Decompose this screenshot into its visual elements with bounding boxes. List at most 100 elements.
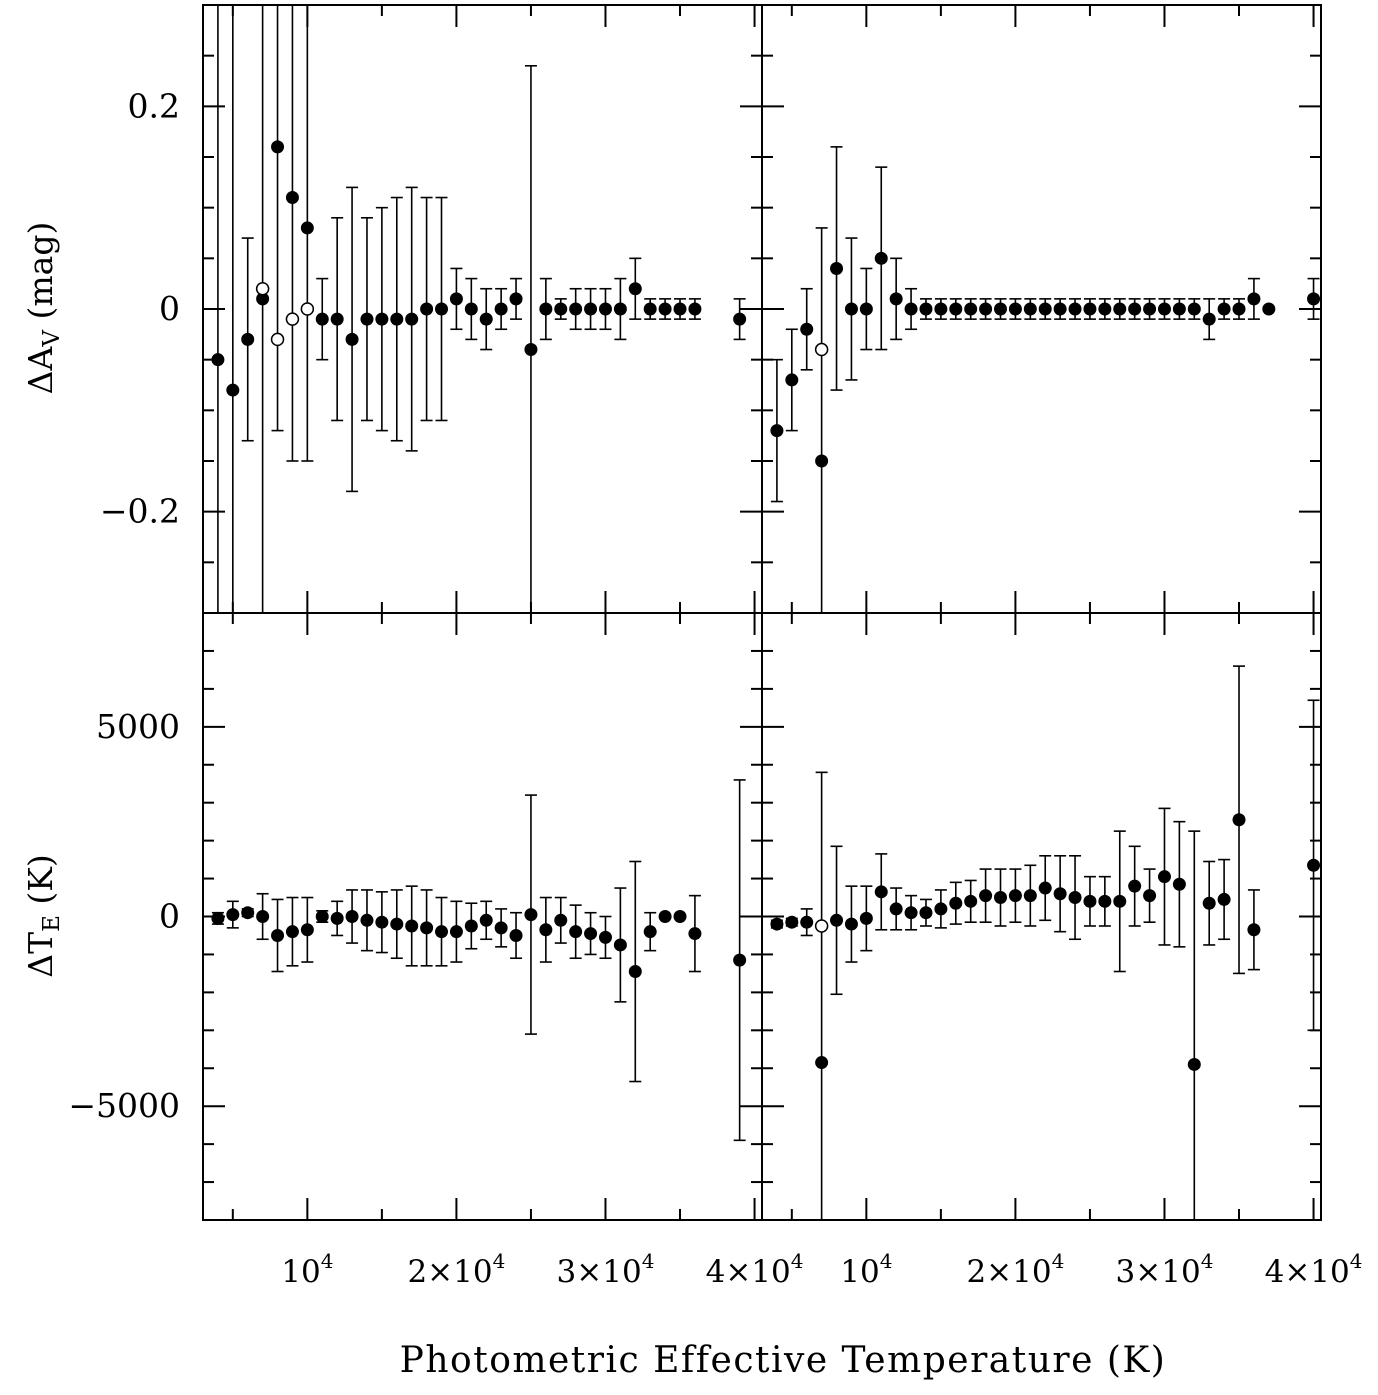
data-point <box>479 312 493 326</box>
panel-top-right <box>761 4 1322 614</box>
x-tick-label-exponent: 4 <box>493 1249 506 1273</box>
panel-top-left: −0.2 0 0.2 <box>100 4 763 614</box>
x-tick-label-mantissa: 2×10 <box>966 1254 1051 1290</box>
data-point <box>1083 302 1097 316</box>
y-tick-label: 5000 <box>96 707 180 746</box>
x-tick-label-mantissa: 3×10 <box>557 1254 642 1290</box>
data-point <box>889 292 903 306</box>
data-point <box>733 953 747 967</box>
data-points <box>770 146 1321 613</box>
x-tick-label-exponent: 4 <box>1201 1249 1214 1273</box>
data-point <box>211 911 225 925</box>
data-point <box>994 302 1008 316</box>
data-point <box>815 454 829 468</box>
data-point <box>420 302 434 316</box>
data-point <box>524 343 538 357</box>
data-point <box>1157 302 1171 316</box>
data-point <box>1023 889 1037 903</box>
data-point <box>330 911 344 925</box>
data-point-open <box>300 302 315 316</box>
data-point <box>360 913 374 927</box>
data-point <box>494 921 508 935</box>
data-point-open <box>270 332 285 347</box>
x-tick-label-exponent: 4 <box>1052 1249 1065 1273</box>
data-point <box>919 906 933 920</box>
data-point <box>904 302 918 316</box>
data-point <box>1068 302 1082 316</box>
data-point <box>949 302 963 316</box>
x-tick-label-mantissa: 2×10 <box>407 1254 492 1290</box>
data-point <box>830 913 844 927</box>
data-point <box>1008 889 1022 903</box>
data-point <box>1098 302 1112 316</box>
data-point <box>375 915 389 929</box>
y-axis-title-top-main: ΔA <box>21 345 60 394</box>
x-tick-label-mantissa: 4×10 <box>1265 1254 1350 1290</box>
data-point <box>874 251 888 265</box>
data-point <box>285 191 299 205</box>
data-point <box>1172 877 1186 891</box>
data-point <box>688 302 702 316</box>
y-tick-label: 0.2 <box>128 86 180 125</box>
data-point <box>1053 302 1067 316</box>
data-point <box>315 312 329 326</box>
data-point <box>934 302 948 316</box>
data-point <box>658 302 672 316</box>
data-point <box>904 906 918 920</box>
data-point <box>241 332 255 346</box>
y-tick-label: 0 <box>159 897 180 936</box>
data-point <box>405 312 419 326</box>
data-point <box>1232 302 1246 316</box>
y-tick-label: 0 <box>159 289 180 328</box>
data-point <box>554 302 568 316</box>
x-tick-label-mantissa: 10 <box>840 1254 879 1290</box>
data-point <box>979 302 993 316</box>
data-point <box>479 913 493 927</box>
data-point <box>598 930 612 944</box>
data-point <box>1083 894 1097 908</box>
data-point <box>256 292 270 306</box>
data-point <box>1023 302 1037 316</box>
data-point <box>300 221 314 235</box>
data-point <box>1187 302 1201 316</box>
data-point <box>1217 302 1231 316</box>
data-point <box>1113 894 1127 908</box>
y-axis-title-bottom-rest: (K) <box>21 854 60 915</box>
data-point <box>285 925 299 939</box>
data-point <box>539 923 553 937</box>
data-point <box>1187 1057 1201 1071</box>
data-point <box>770 917 784 931</box>
data-point <box>859 302 873 316</box>
data-points <box>770 665 1321 1220</box>
x-tick-label-mantissa: 10 <box>281 1254 320 1290</box>
data-point <box>1128 302 1142 316</box>
data-point <box>964 302 978 316</box>
data-point <box>1157 870 1171 884</box>
data-point <box>673 910 687 923</box>
x-tick-label-exponent: 4 <box>791 1249 804 1273</box>
data-point <box>1202 312 1216 326</box>
data-point <box>584 927 598 941</box>
x-axis-title: Photometric Effective Temperature (K) <box>400 1340 1167 1381</box>
data-point <box>509 292 523 306</box>
data-point <box>405 919 419 933</box>
data-point <box>241 906 255 920</box>
data-point-open <box>255 281 270 296</box>
x-tick-label: 3×104 <box>557 1249 655 1290</box>
data-point <box>330 312 344 326</box>
data-point <box>1038 302 1052 316</box>
data-point <box>569 925 583 939</box>
data-point <box>494 302 508 316</box>
y-axis-title-bottom-sub: E <box>39 915 65 932</box>
data-point <box>449 925 463 939</box>
data-point <box>345 332 359 346</box>
data-point <box>1307 858 1321 872</box>
data-point <box>1202 896 1216 910</box>
data-point <box>315 910 329 923</box>
x-tick-label: 104 <box>840 1249 892 1290</box>
data-point <box>1038 881 1052 895</box>
data-point <box>449 292 463 306</box>
y-axis-title-top: ΔAV (mag) <box>21 222 65 395</box>
data-point <box>889 902 903 916</box>
